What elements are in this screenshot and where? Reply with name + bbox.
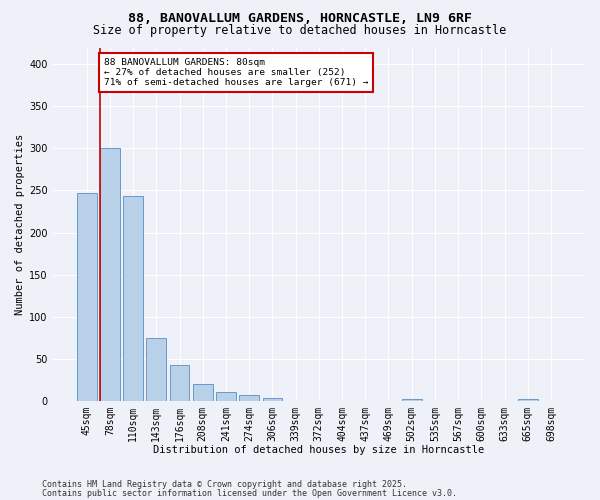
- Text: 88, BANOVALLUM GARDENS, HORNCASTLE, LN9 6RF: 88, BANOVALLUM GARDENS, HORNCASTLE, LN9 …: [128, 12, 472, 26]
- Bar: [146, 338, 166, 400]
- Bar: [123, 196, 143, 400]
- Text: Contains HM Land Registry data © Crown copyright and database right 2025.: Contains HM Land Registry data © Crown c…: [42, 480, 407, 489]
- Text: Size of property relative to detached houses in Horncastle: Size of property relative to detached ho…: [94, 24, 506, 37]
- Bar: [518, 399, 538, 400]
- Bar: [216, 392, 236, 400]
- Bar: [193, 384, 212, 400]
- Bar: [170, 364, 190, 400]
- Bar: [402, 399, 422, 400]
- Text: Contains public sector information licensed under the Open Government Licence v3: Contains public sector information licen…: [42, 488, 457, 498]
- Bar: [100, 148, 120, 400]
- Text: 88 BANOVALLUM GARDENS: 80sqm
← 27% of detached houses are smaller (252)
71% of s: 88 BANOVALLUM GARDENS: 80sqm ← 27% of de…: [104, 58, 368, 88]
- Bar: [77, 193, 97, 400]
- Bar: [239, 395, 259, 400]
- Bar: [263, 398, 282, 400]
- X-axis label: Distribution of detached houses by size in Horncastle: Distribution of detached houses by size …: [153, 445, 484, 455]
- Y-axis label: Number of detached properties: Number of detached properties: [15, 134, 25, 314]
